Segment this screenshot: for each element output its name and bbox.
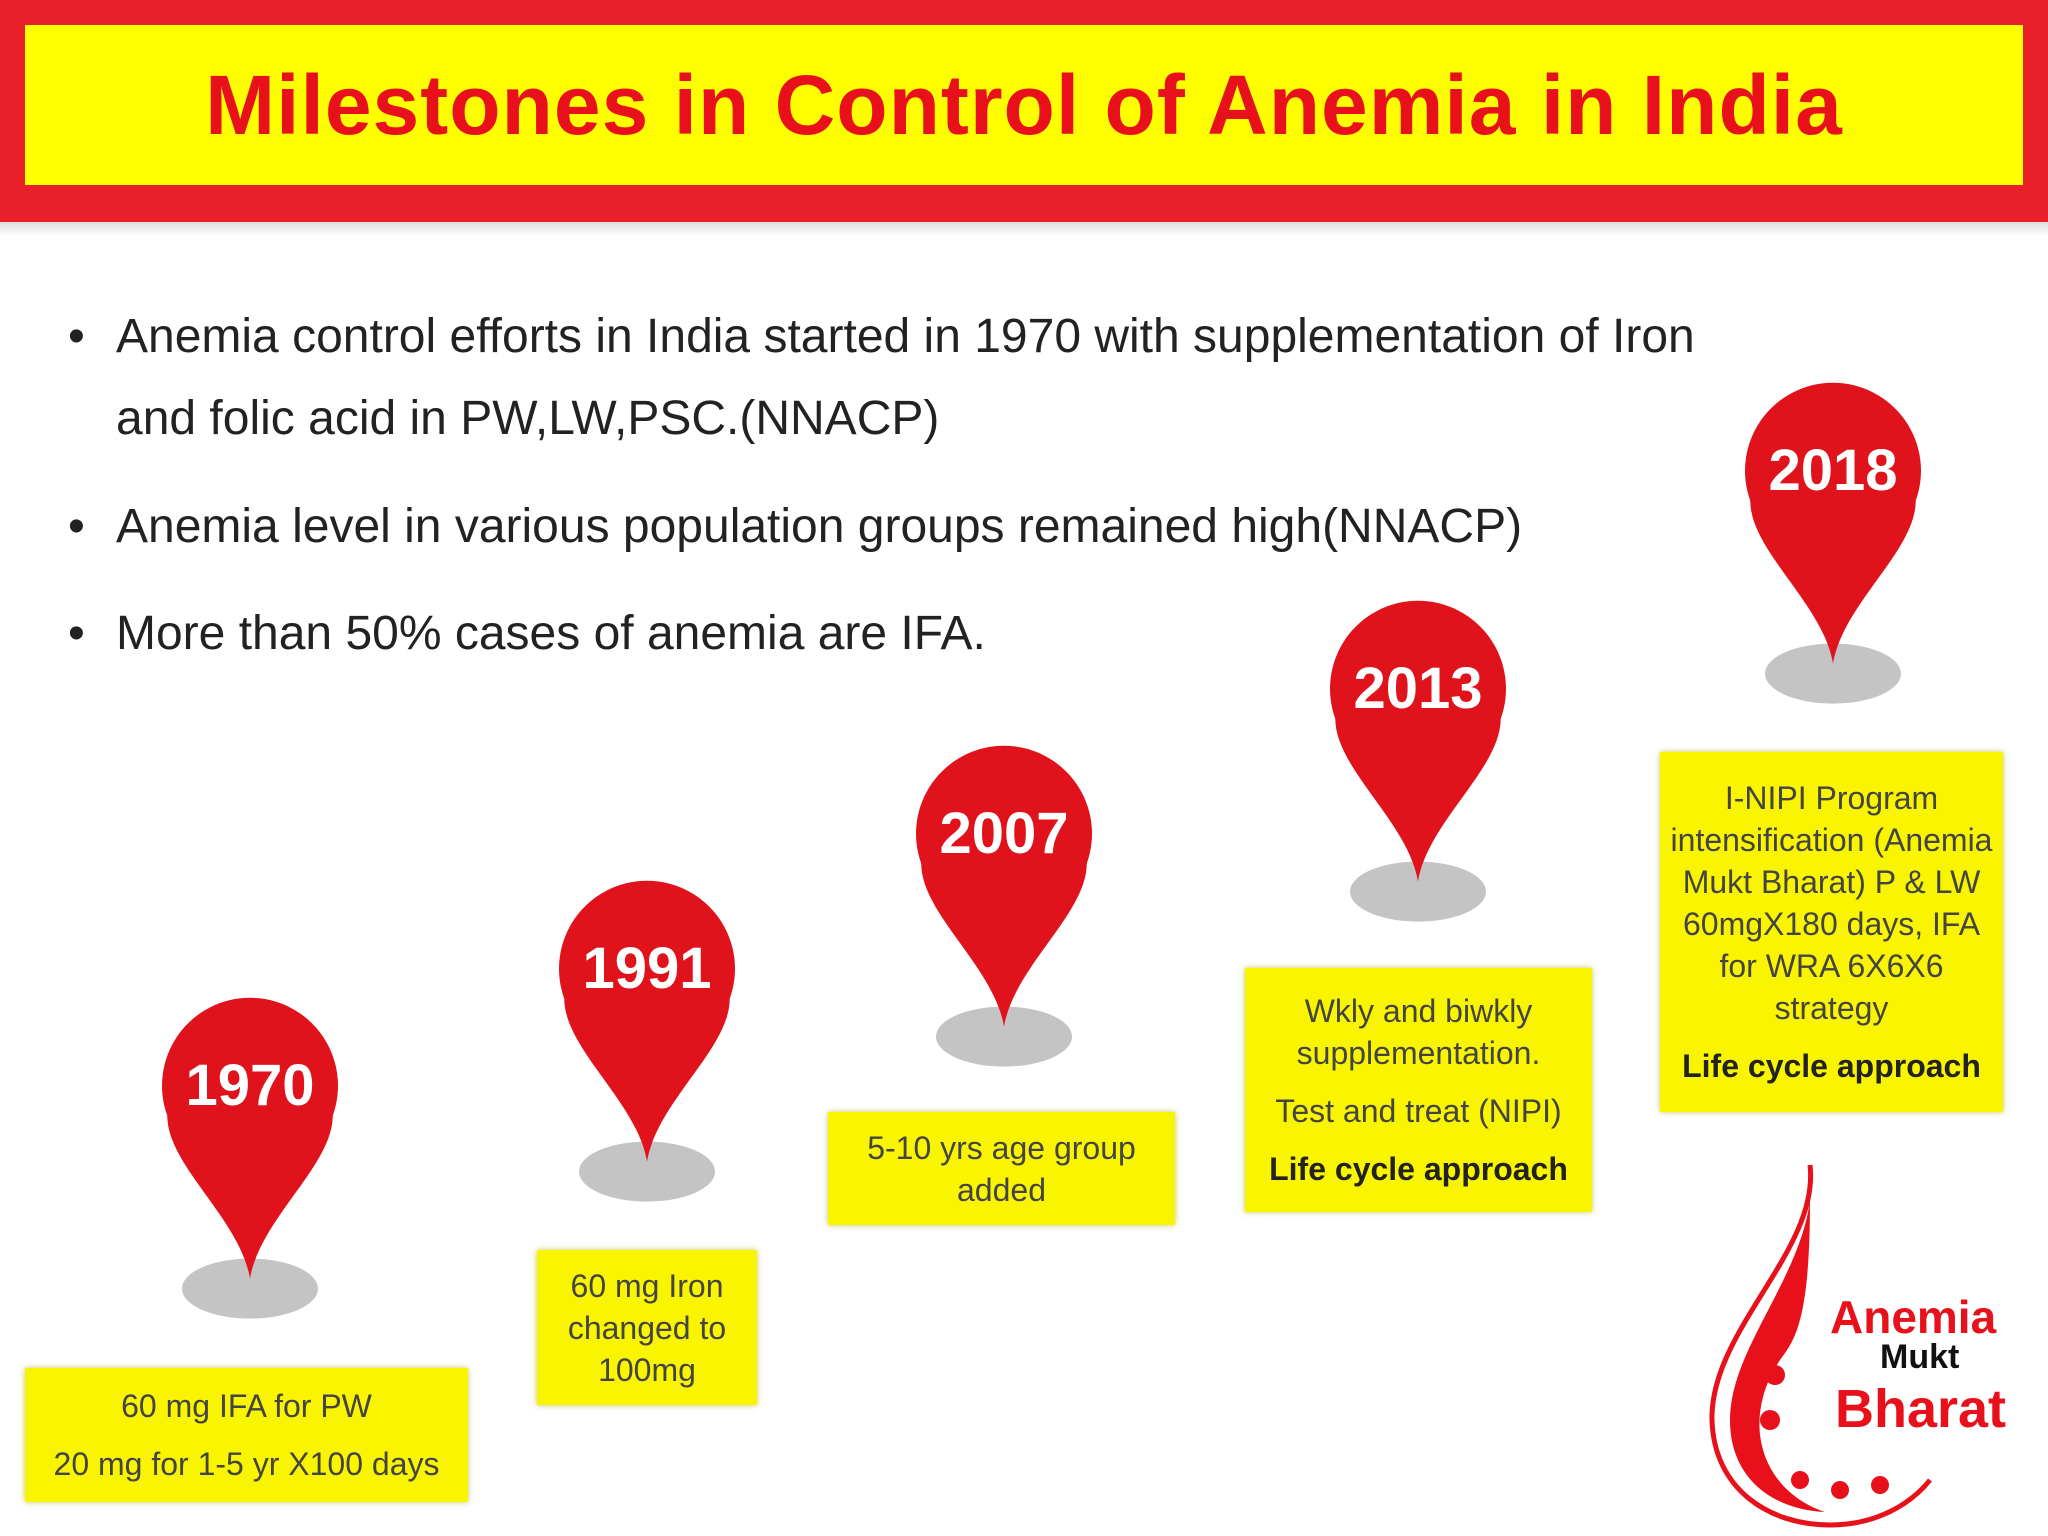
milestone-text: 60 mg Iron changed to 100mg [567,1267,727,1388]
pin-year: 2007 [939,801,1068,866]
logo-text: Mukt [1880,1338,1960,1376]
logo-text: Bharat [1835,1379,2007,1439]
milestone-highlight: Life cycle approach [1682,1048,1981,1084]
bullet-dot: • [68,500,85,553]
bullet-dot: • [68,310,85,363]
bullet-dot: • [68,607,85,660]
milestone-text: 60 mg IFA for PW [121,1388,372,1424]
pin-shadow [1765,643,1901,704]
bullet-text: Anemia control efforts in India started … [116,310,1695,445]
pin [916,745,1092,1027]
title: Milestones in Control of Anemia in India [205,57,1843,152]
pin [559,880,736,1162]
bullet-text: Anemia level in various population group… [116,500,1523,553]
milestone-text: 5-10 yrs age group added [867,1129,1136,1208]
pin-year: 2013 [1353,656,1482,721]
pin-year: 1991 [582,936,711,1001]
pin [1745,382,1921,664]
logo: Anemia Mukt Bharat [1700,1160,2040,1530]
header-band: Milestones in Control of Anemia in India [0,0,2048,222]
pin-shadow [936,1006,1072,1067]
bullet: • Anemia control efforts in India started… [68,296,1708,460]
bullet: • Anemia level in various population grou… [68,486,1708,568]
milestone-text: Wkly and biwkly supplementation. [1296,993,1541,1071]
milestone-text: I-NIPI Program intensification (Anemia M… [1670,780,1993,1026]
pin [1330,600,1507,882]
milestone-box: 5-10 yrs age group added [828,1112,1175,1225]
pin-shadow [182,1258,318,1319]
milestone-text: 20 mg for 1-5 yr X100 days [53,1446,440,1482]
bullet-text: More than 50% cases of anemia are IFA. [116,607,986,660]
pin [162,997,338,1279]
milestone-box: 60 mg IFA for PW 20 mg for 1-5 yr X100 da… [25,1368,468,1502]
pin-shadow [1350,861,1486,922]
milestone-box: I-NIPI Program intensification (Anemia M… [1660,752,2003,1112]
milestone-box: Wkly and biwkly supplementation. Test and… [1245,968,1592,1212]
pin-shadow [579,1141,715,1202]
pin-year: 2018 [1768,438,1897,503]
milestone-box: 60 mg Iron changed to 100mg [537,1250,757,1405]
header-shadow [0,222,2048,236]
logo-drop [1709,1164,1932,1528]
pin-year: 1970 [185,1053,314,1118]
title-box: Milestones in Control of Anemia in India [25,25,2023,185]
milestone-highlight: Life cycle approach [1269,1151,1568,1187]
milestone-text: Test and treat (NIPI) [1275,1093,1562,1129]
logo-text: Anemia [1830,1291,1997,1343]
bullet: • More than 50% cases of anemia are IFA. [68,593,1708,675]
